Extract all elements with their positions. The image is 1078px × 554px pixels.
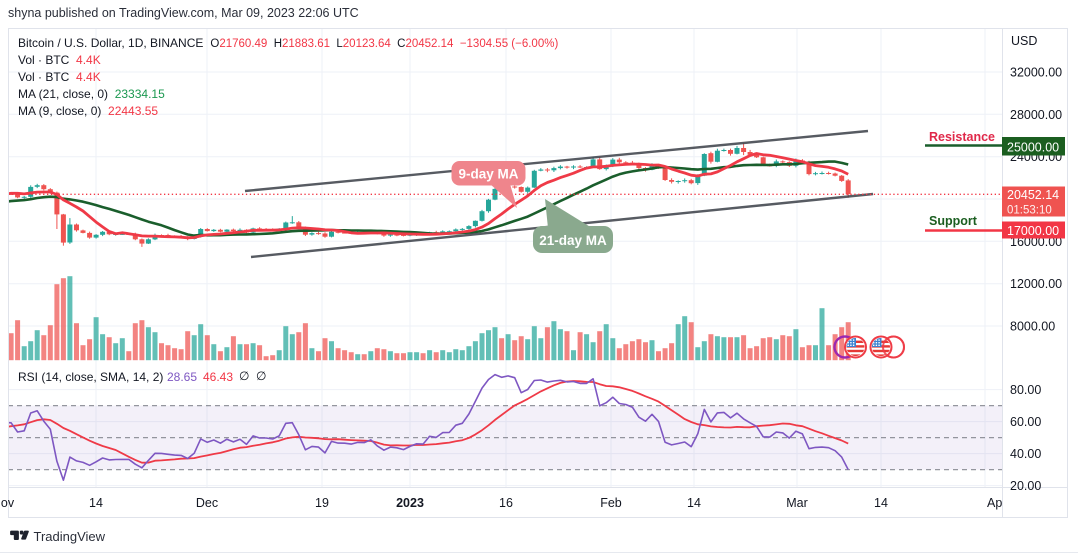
svg-text:14: 14 [874,496,888,510]
svg-text:17000.00: 17000.00 [1007,224,1059,238]
svg-text:Mar: Mar [786,496,808,510]
svg-text:2023: 2023 [396,496,424,510]
svg-text:80.00: 80.00 [1010,383,1041,397]
svg-text:25000.00: 25000.00 [1007,141,1059,155]
svg-text:8000.00: 8000.00 [1010,320,1055,334]
svg-text:USD: USD [1011,34,1037,48]
svg-text:Support: Support [929,214,978,228]
svg-text:12000.00: 12000.00 [1010,277,1062,291]
svg-text:40.00: 40.00 [1010,447,1041,461]
svg-text:20.00: 20.00 [1010,479,1041,493]
svg-text:19: 19 [315,496,329,510]
svg-text:Resistance: Resistance [929,130,995,144]
svg-text:14: 14 [89,496,103,510]
svg-text:20452.14: 20452.14 [1007,188,1059,202]
svg-text:Ap: Ap [987,496,1002,510]
svg-text:Nov: Nov [0,496,15,510]
svg-text:16: 16 [499,496,513,510]
svg-text:60.00: 60.00 [1010,415,1041,429]
svg-text:21-day MA: 21-day MA [539,233,607,248]
svg-text:Feb: Feb [600,496,622,510]
svg-text:32000.00: 32000.00 [1010,66,1062,80]
svg-text:01:53:10: 01:53:10 [1007,205,1052,217]
svg-text:TradingView: TradingView [34,529,106,544]
svg-text:9-day MA: 9-day MA [458,167,518,182]
svg-text:28000.00: 28000.00 [1010,108,1062,122]
svg-text:Dec: Dec [196,496,218,510]
svg-text:14: 14 [687,496,701,510]
